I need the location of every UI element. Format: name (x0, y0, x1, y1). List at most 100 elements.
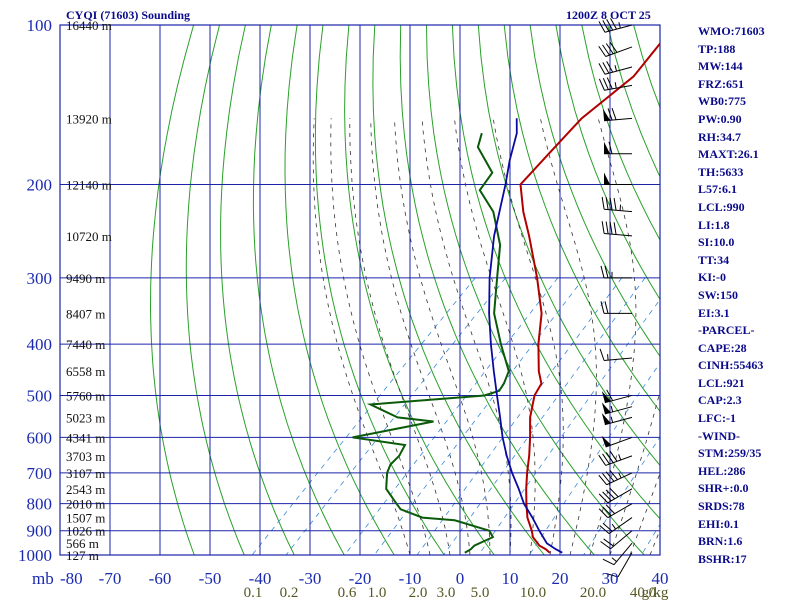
wind-barb (598, 503, 633, 519)
wind-barb-pennant (603, 108, 611, 121)
wind-barb-shaft (617, 552, 633, 578)
wind-barb (601, 402, 633, 415)
wind-barb-flag (602, 491, 612, 502)
wind-barb (604, 172, 632, 186)
height-label: 13920 m (66, 111, 112, 126)
index-item: SRDS:78 (698, 499, 745, 514)
index-item: MAXT:26.1 (698, 147, 759, 162)
height-label: 2010 m (66, 497, 105, 512)
wind-barb-flag (598, 45, 607, 57)
pressure-tick-label: 500 (27, 386, 53, 405)
wind-barb-half-flag (614, 65, 618, 72)
wind-barb (599, 517, 633, 535)
wind-barb-shaft (613, 542, 633, 565)
index-item: EHI:0.1 (698, 516, 740, 531)
mixing-ratio-line (528, 362, 660, 555)
dry-adiabat (451, 25, 660, 520)
wind-barb-flag (602, 453, 610, 465)
index-item: CAPE:28 (698, 340, 747, 355)
wind-barb-flag (613, 222, 617, 235)
wind-barb (599, 348, 633, 361)
mixing-ratio-line (641, 523, 660, 555)
dry-adiabat (149, 25, 195, 555)
moist-adiabat (421, 118, 512, 555)
wind-barb (600, 265, 632, 279)
temperature-tick-label: 10 (502, 569, 519, 588)
height-label: 3107 m (66, 466, 105, 481)
moist-adiabat (589, 118, 637, 555)
wind-barb-shaft (604, 84, 633, 91)
index-item: -PARCEL- (698, 323, 755, 338)
moist-adiabat (540, 118, 597, 555)
moist-adiabat (454, 118, 536, 555)
wind-barb-half-flag (618, 22, 621, 29)
mixing-ratio-label: 10.0 (520, 585, 546, 600)
wind-barb (603, 107, 633, 122)
pressure-tick-label: 800 (27, 495, 53, 514)
height-label: 8407 m (66, 306, 105, 321)
wind-barb-shaft (605, 46, 633, 57)
height-label: 1507 m (66, 511, 105, 526)
index-item: L57:6.1 (698, 182, 737, 197)
dry-adiabat (252, 25, 345, 555)
wind-barb-flag (605, 197, 609, 210)
moist-adiabat (394, 118, 491, 555)
wind-barb (604, 141, 632, 155)
pressure-tick-label: 400 (27, 335, 53, 354)
wind-barb-flag (601, 196, 605, 210)
index-item: HEL:286 (698, 463, 746, 478)
temperature-tick-label: -20 (349, 569, 372, 588)
dry-adiabat (426, 25, 645, 555)
height-label: 9490 m (66, 271, 105, 286)
moist-adiabat (330, 118, 431, 555)
wind-barb-flag (598, 454, 607, 466)
wind-barb-flag (598, 21, 606, 33)
index-item: TP:188 (698, 41, 736, 56)
mixing-ratio-line (583, 436, 660, 555)
wind-barb-flag (609, 221, 613, 235)
wind-barb-half-flag (619, 204, 622, 211)
wind-barb-flag (605, 489, 616, 500)
moist-adiabat (349, 118, 451, 555)
mixing-ratio-line (344, 277, 559, 555)
wind-barb-shaft (604, 416, 633, 426)
index-item: CINH:55463 (698, 358, 764, 373)
dry-adiabat (399, 25, 595, 555)
mixing-ratio-label: 1.0 (368, 585, 387, 600)
mixing-ratio-line (443, 277, 646, 555)
wind-barb-pennant (601, 402, 611, 414)
wind-barb (600, 301, 632, 314)
mixing-ratio-label: 0.6 (338, 585, 357, 600)
wind-barb-half-flag (618, 472, 622, 479)
background-lines (149, 25, 660, 555)
pressure-tick-label: 200 (27, 176, 53, 195)
pressure-tick-label: 1000 (18, 546, 52, 565)
wind-barb-flag (602, 522, 613, 532)
wind-barb-flag (605, 573, 619, 578)
wind-barb (598, 469, 633, 486)
index-item: MW:144 (698, 59, 743, 74)
wind-barb (601, 221, 633, 237)
pressure-tick-label: 300 (27, 269, 53, 288)
dry-adiabat (372, 25, 545, 555)
temperature-tick-label: -50 (199, 569, 222, 588)
temperature-tick-label: -60 (149, 569, 172, 588)
height-label: 127 m (66, 548, 99, 563)
index-item: WMO:71603 (698, 24, 765, 38)
wind-barb-flag (598, 508, 609, 518)
dry-adiabat (503, 25, 660, 413)
wind-barb-flag (599, 525, 610, 535)
profiles (352, 42, 660, 554)
wind-barb-pennant (601, 435, 612, 447)
mixing-ratio-line (374, 277, 585, 555)
index-item: TH:5633 (698, 164, 744, 179)
wind-barb-half-flag (618, 454, 622, 461)
dry-adiabat (314, 25, 445, 555)
wind-barb (601, 435, 633, 448)
mixing-ratio-label: 5.0 (471, 585, 490, 600)
wind-barb-flag (598, 474, 608, 486)
wind-barb-flag (605, 504, 616, 514)
wind-barb-half-flag (611, 557, 617, 562)
